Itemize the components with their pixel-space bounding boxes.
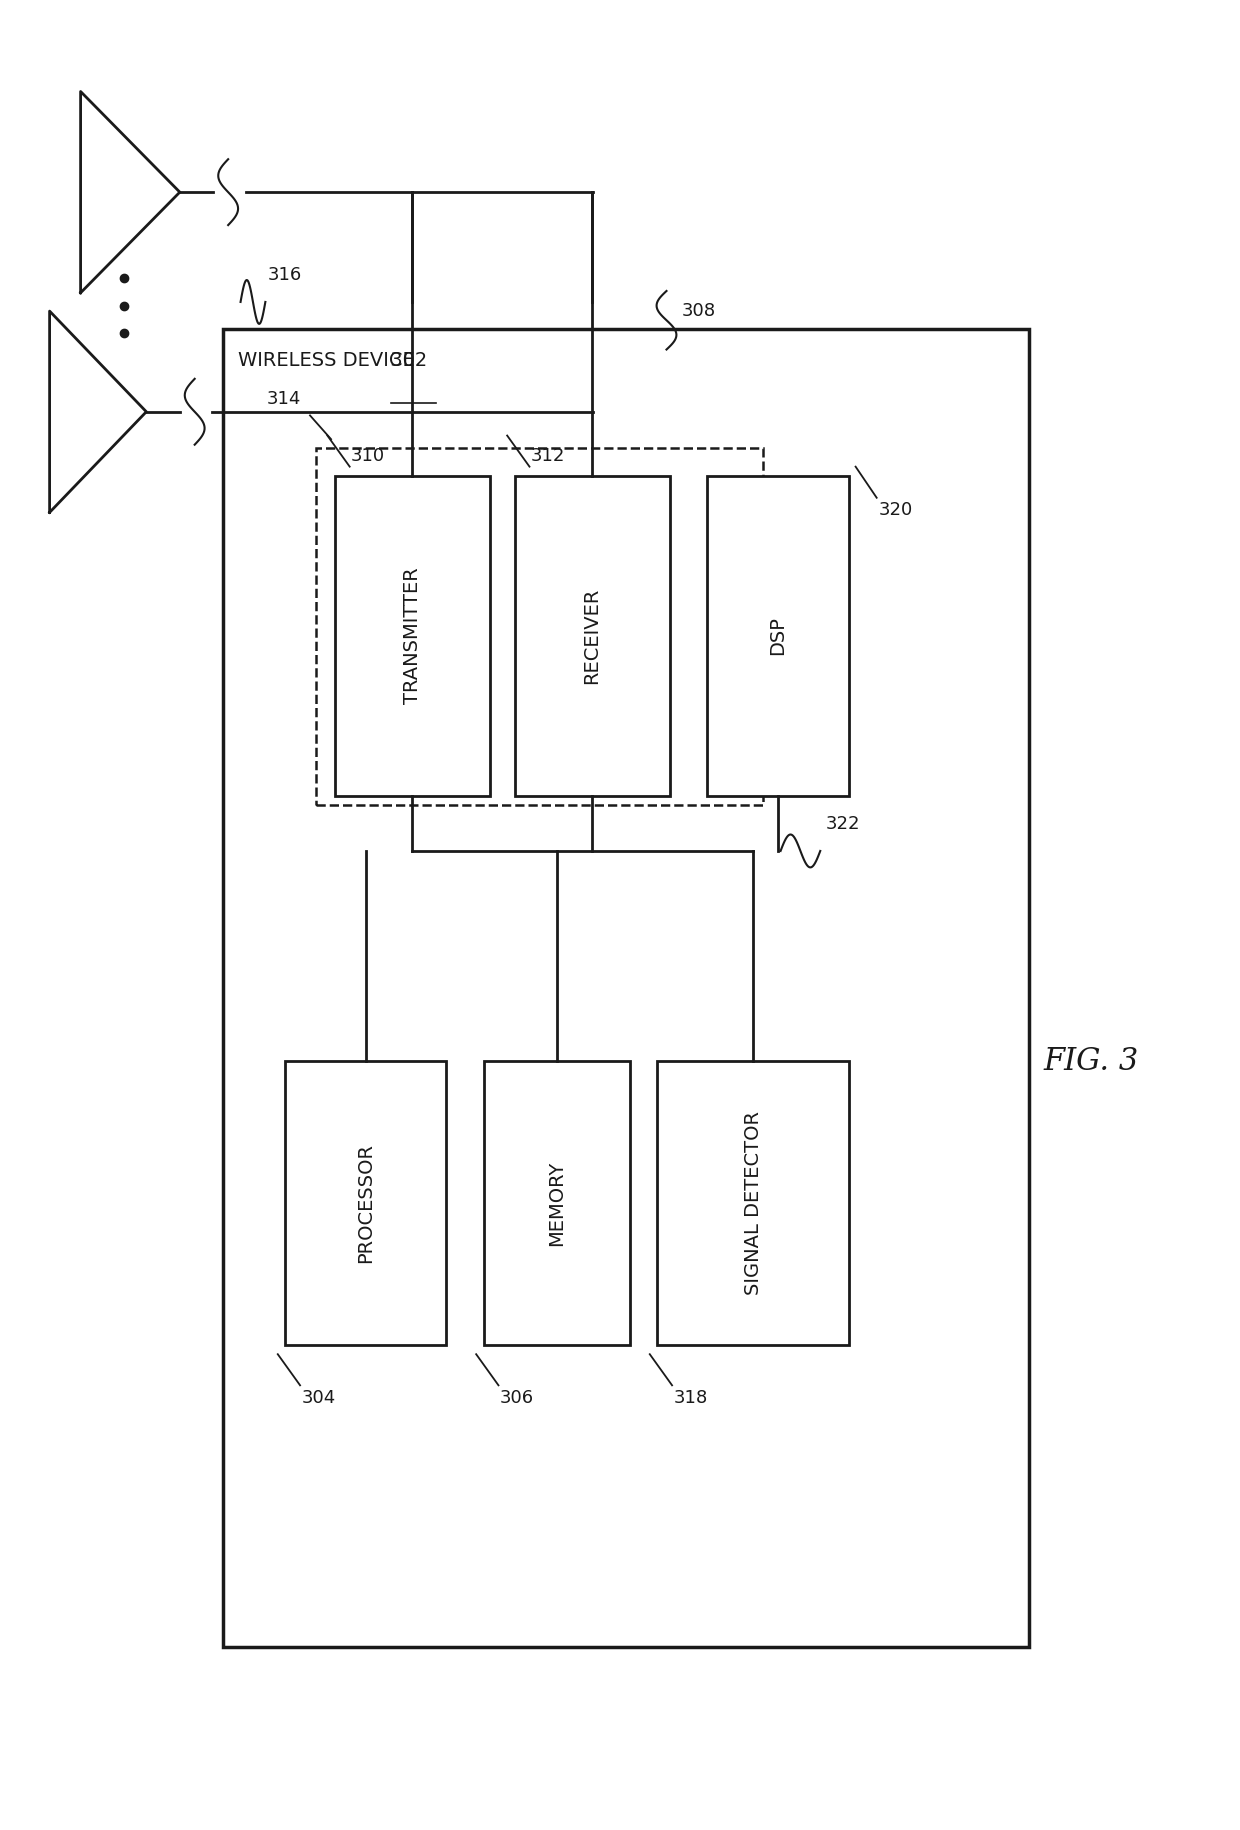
Text: 310: 310: [351, 447, 386, 465]
Text: 314: 314: [267, 390, 301, 408]
Text: 312: 312: [531, 447, 565, 465]
Bar: [515, 476, 670, 796]
Text: 316: 316: [268, 265, 303, 284]
Text: 306: 306: [500, 1389, 534, 1407]
Text: 304: 304: [301, 1389, 336, 1407]
Text: MEMORY: MEMORY: [547, 1160, 567, 1246]
Bar: [285, 1061, 446, 1345]
Text: TRANSMITTER: TRANSMITTER: [403, 567, 422, 705]
Text: DSP: DSP: [769, 617, 787, 655]
Bar: [223, 329, 1029, 1647]
Text: SIGNAL DETECTOR: SIGNAL DETECTOR: [744, 1111, 763, 1296]
Text: FIG. 3: FIG. 3: [1044, 1047, 1138, 1076]
Text: WIRELESS DEVICE: WIRELESS DEVICE: [238, 351, 415, 370]
Bar: [335, 476, 490, 796]
Bar: [707, 476, 849, 796]
Bar: [657, 1061, 849, 1345]
Text: 322: 322: [826, 814, 859, 833]
Bar: [316, 448, 763, 805]
Bar: [484, 1061, 630, 1345]
Text: RECEIVER: RECEIVER: [583, 587, 601, 684]
Text: 308: 308: [682, 302, 715, 320]
Text: 320: 320: [879, 501, 914, 520]
Text: 302: 302: [384, 351, 428, 370]
Text: 318: 318: [673, 1389, 708, 1407]
Text: PROCESSOR: PROCESSOR: [356, 1144, 376, 1263]
